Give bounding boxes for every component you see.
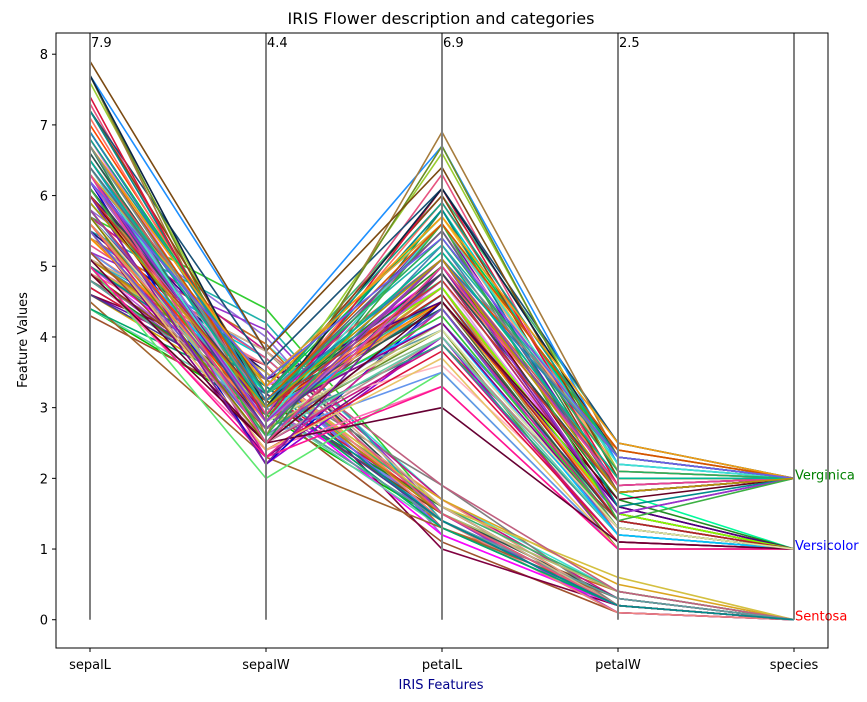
class-labels: Sentosa Versicolor Verginica bbox=[795, 468, 859, 624]
y-tick-label: 7 bbox=[40, 119, 48, 134]
x-axis-ticks: sepalL sepalW petalL petalW species bbox=[69, 648, 818, 673]
y-tick-label: 8 bbox=[40, 48, 48, 63]
x-axis-label: IRIS Features bbox=[399, 678, 484, 693]
x-tick-label: sepalL bbox=[69, 658, 112, 673]
axis-max-labels: 7.9 4.4 6.9 2.5 bbox=[91, 36, 640, 51]
class-label: Sentosa bbox=[795, 610, 847, 625]
y-tick-label: 0 bbox=[40, 614, 48, 629]
x-tick-label: sepalW bbox=[242, 658, 290, 673]
y-tick-label: 5 bbox=[40, 260, 48, 275]
y-tick-label: 6 bbox=[40, 190, 48, 205]
y-tick-label: 2 bbox=[40, 472, 48, 487]
chart-title: IRIS Flower description and categories bbox=[288, 9, 595, 28]
axis-max-label: 6.9 bbox=[443, 36, 464, 51]
y-tick-label: 4 bbox=[40, 331, 48, 346]
y-tick-label: 1 bbox=[40, 543, 48, 558]
axis-max-label: 7.9 bbox=[91, 36, 112, 51]
class-label: Versicolor bbox=[795, 539, 859, 554]
y-axis-label: Feature Values bbox=[16, 292, 31, 388]
x-tick-label: petalL bbox=[422, 658, 463, 673]
class-label: Verginica bbox=[795, 468, 855, 483]
x-tick-label: species bbox=[770, 658, 819, 673]
axis-max-label: 2.5 bbox=[619, 36, 640, 51]
y-axis-ticks: 0 1 2 3 4 5 6 7 8 bbox=[40, 48, 56, 629]
y-tick-label: 3 bbox=[40, 402, 48, 417]
x-tick-label: petalW bbox=[595, 658, 641, 673]
axis-max-label: 4.4 bbox=[267, 36, 288, 51]
feature-axes bbox=[89, 33, 795, 620]
